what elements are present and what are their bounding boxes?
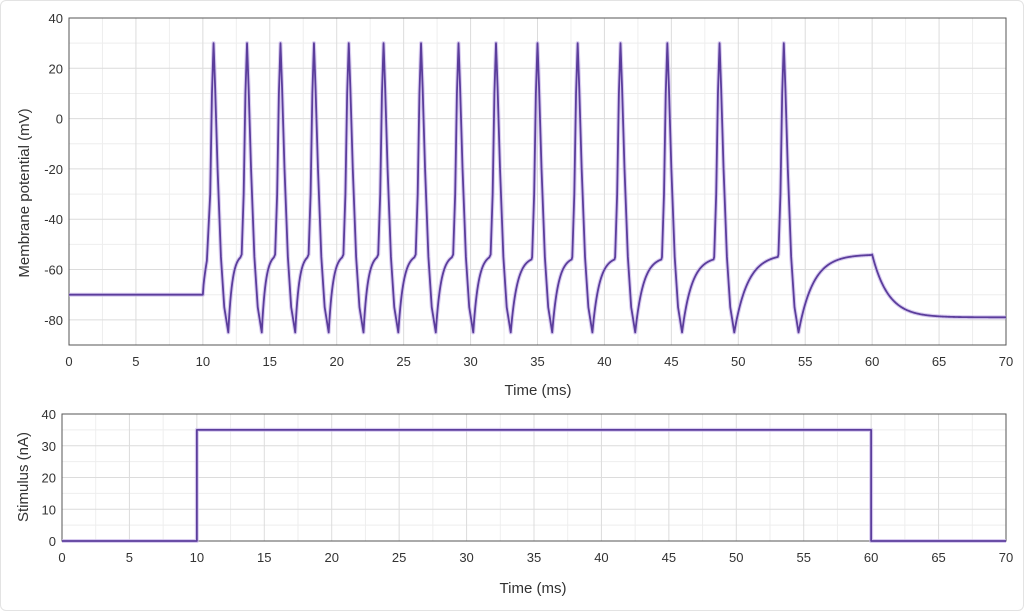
bottom-y-tick-label: 40 [42, 407, 56, 422]
top-x-tick-label: 40 [597, 354, 611, 369]
bottom-x-tick-label: 35 [527, 550, 541, 565]
top-x-tick-label: 60 [865, 354, 879, 369]
top-x-tick-label: 35 [530, 354, 544, 369]
top-x-axis-label: Time (ms) [505, 382, 572, 399]
top-x-tick-label: 5 [132, 354, 139, 369]
bottom-y-tick-label: 30 [42, 439, 56, 454]
top-y-tick-label: -80 [44, 313, 63, 328]
bottom-trace-line [62, 428, 1006, 542]
top-x-tick-label: 45 [664, 354, 678, 369]
bottom-y-tick-label: 10 [42, 502, 56, 517]
bottom-x-tick-label: 15 [257, 550, 271, 565]
top-y-tick-label: 0 [56, 112, 63, 127]
bottom-x-tick-label: 45 [662, 550, 676, 565]
bottom-grid [61, 413, 1007, 542]
top-y-axis-label: Membrane potential (mV) [16, 108, 33, 277]
bottom-x-tick-label: 30 [459, 550, 473, 565]
membrane-potential-trace [69, 41, 1008, 335]
top-y-tick-label: -20 [44, 162, 63, 177]
top-x-tick-label: 20 [329, 354, 343, 369]
membrane-potential-panel: 0 5 10 15 20 25 30 35 40 45 50 55 60 65 70 -80 -60 -40 -20… [16, 11, 1013, 399]
top-plot-frame [68, 17, 1007, 346]
bottom-y-tick-label: 20 [42, 471, 56, 486]
bottom-x-tick-label: 40 [594, 550, 608, 565]
bottom-x-tick-label: 65 [931, 550, 945, 565]
bottom-x-tick-label: 55 [796, 550, 810, 565]
top-x-tick-label: 50 [731, 354, 745, 369]
top-x-tick-label: 70 [999, 354, 1013, 369]
bottom-x-tick-label: 20 [324, 550, 338, 565]
top-x-tick-label: 25 [396, 354, 410, 369]
bottom-plot-frame [61, 413, 1007, 542]
top-x-tick-label: 0 [65, 354, 72, 369]
bottom-x-tick-label: 10 [190, 550, 204, 565]
top-x-tick-label: 65 [932, 354, 946, 369]
bottom-x-tick-label: 0 [58, 550, 65, 565]
top-y-tick-label: 20 [49, 61, 63, 76]
top-x-tick-label: 30 [463, 354, 477, 369]
top-y-tick-label: -60 [44, 263, 63, 278]
top-y-tick-label: -40 [44, 212, 63, 227]
bottom-x-tick-label: 60 [864, 550, 878, 565]
top-y-tick-label: 40 [49, 11, 63, 26]
top-x-tick-label: 10 [196, 354, 210, 369]
stimulus-trace [62, 427, 1006, 543]
bottom-x-axis-label: Time (ms) [500, 580, 567, 597]
top-x-tick-label: 55 [798, 354, 812, 369]
bottom-x-tick-label: 50 [729, 550, 743, 565]
top-x-tick-label: 15 [263, 354, 277, 369]
bottom-x-tick-label: 25 [392, 550, 406, 565]
stimulus-panel: 0 5 10 15 20 25 30 35 40 45 50 55 60 65 70 0 10 20 30 40 Ti… [15, 407, 1013, 597]
bottom-y-tick-label: 0 [49, 534, 56, 549]
bottom-x-tick-label: 70 [999, 550, 1013, 565]
bottom-x-tick-label: 5 [126, 550, 133, 565]
top-tick-labels: 0 5 10 15 20 25 30 35 40 45 50 55 60 65 70 -80 -60 -40 -20… [44, 11, 1013, 369]
bottom-tick-labels: 0 5 10 15 20 25 30 35 40 45 50 55 60 65 70 0 10 20 30 40 [42, 407, 1014, 565]
bottom-y-axis-label: Stimulus (nA) [15, 432, 32, 522]
top-trace-line [69, 42, 1007, 334]
